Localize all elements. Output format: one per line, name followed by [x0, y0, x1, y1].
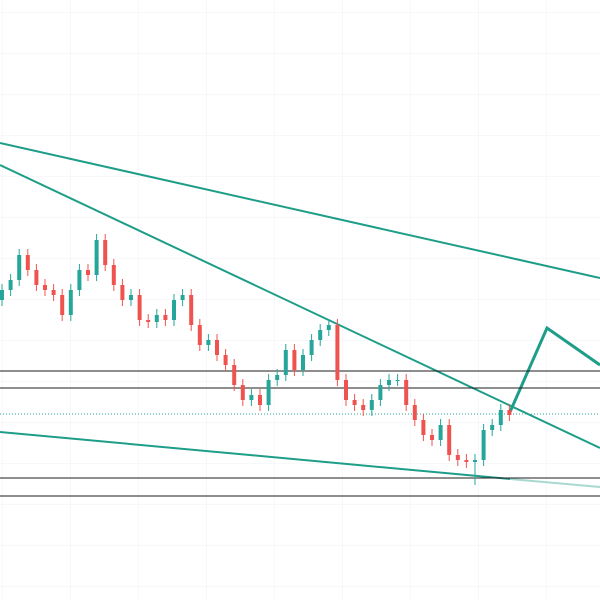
trend-line-extension [509, 478, 600, 488]
candle-body [129, 295, 133, 300]
candle-body [455, 455, 460, 460]
candle-body [352, 400, 357, 405]
candle-body [344, 380, 348, 400]
candle-body [498, 410, 503, 425]
candle-body [111, 265, 116, 285]
candle-body [490, 425, 495, 430]
candle-body [387, 380, 391, 385]
candle-body [240, 385, 245, 400]
candle-body [369, 400, 374, 410]
candle-body [404, 380, 409, 405]
candle-body [86, 270, 90, 275]
candle-body [34, 270, 39, 285]
candle-body [412, 405, 417, 420]
candle-body [163, 315, 168, 320]
candle-body [361, 405, 366, 410]
candle-body [318, 330, 323, 340]
candle-body [258, 395, 262, 405]
candle-body [473, 460, 477, 462]
candle-body [335, 325, 340, 380]
candle-body [283, 350, 288, 375]
drawings [0, 142, 600, 488]
candle-body [378, 385, 383, 400]
candle-body [438, 425, 443, 440]
candle-body [292, 350, 297, 370]
candle-body [180, 295, 185, 300]
candle-body [120, 285, 125, 300]
candle-body [189, 295, 194, 325]
candle-body [223, 355, 228, 365]
candle-body [464, 460, 469, 462]
candle-body [77, 270, 82, 290]
candle-body [94, 240, 99, 275]
candle-body [206, 340, 211, 345]
trend-line [0, 164, 600, 449]
candle-body [25, 255, 30, 270]
candle-body [421, 420, 426, 435]
candle-body [326, 325, 331, 330]
trend-line [0, 142, 600, 279]
candle-body [430, 435, 434, 440]
candle-body [154, 315, 159, 322]
levels [0, 370, 600, 497]
candles [0, 234, 512, 485]
candle-body [249, 395, 254, 400]
candle-body [507, 410, 512, 415]
candle-body [232, 365, 237, 385]
candle-body [51, 290, 56, 295]
candle-body [395, 380, 400, 381]
candle-body [301, 355, 305, 370]
candle-body [43, 285, 47, 290]
candle-body [103, 240, 108, 265]
candle-body [8, 280, 13, 290]
candle-body [197, 325, 202, 345]
candle-body [172, 300, 176, 320]
candle-body [266, 380, 271, 405]
candle-body [68, 290, 73, 315]
candle-body [215, 340, 219, 355]
trend-line [0, 431, 511, 480]
candle-body [17, 255, 22, 280]
candle-body [309, 340, 314, 355]
candle-body [0, 290, 4, 300]
candle-body [146, 320, 151, 322]
candle-body [447, 425, 452, 455]
candle-body [137, 295, 142, 320]
candle-body [60, 295, 65, 315]
candle-body [275, 375, 280, 380]
projection-path [508, 325, 600, 413]
candle-body [481, 430, 486, 460]
